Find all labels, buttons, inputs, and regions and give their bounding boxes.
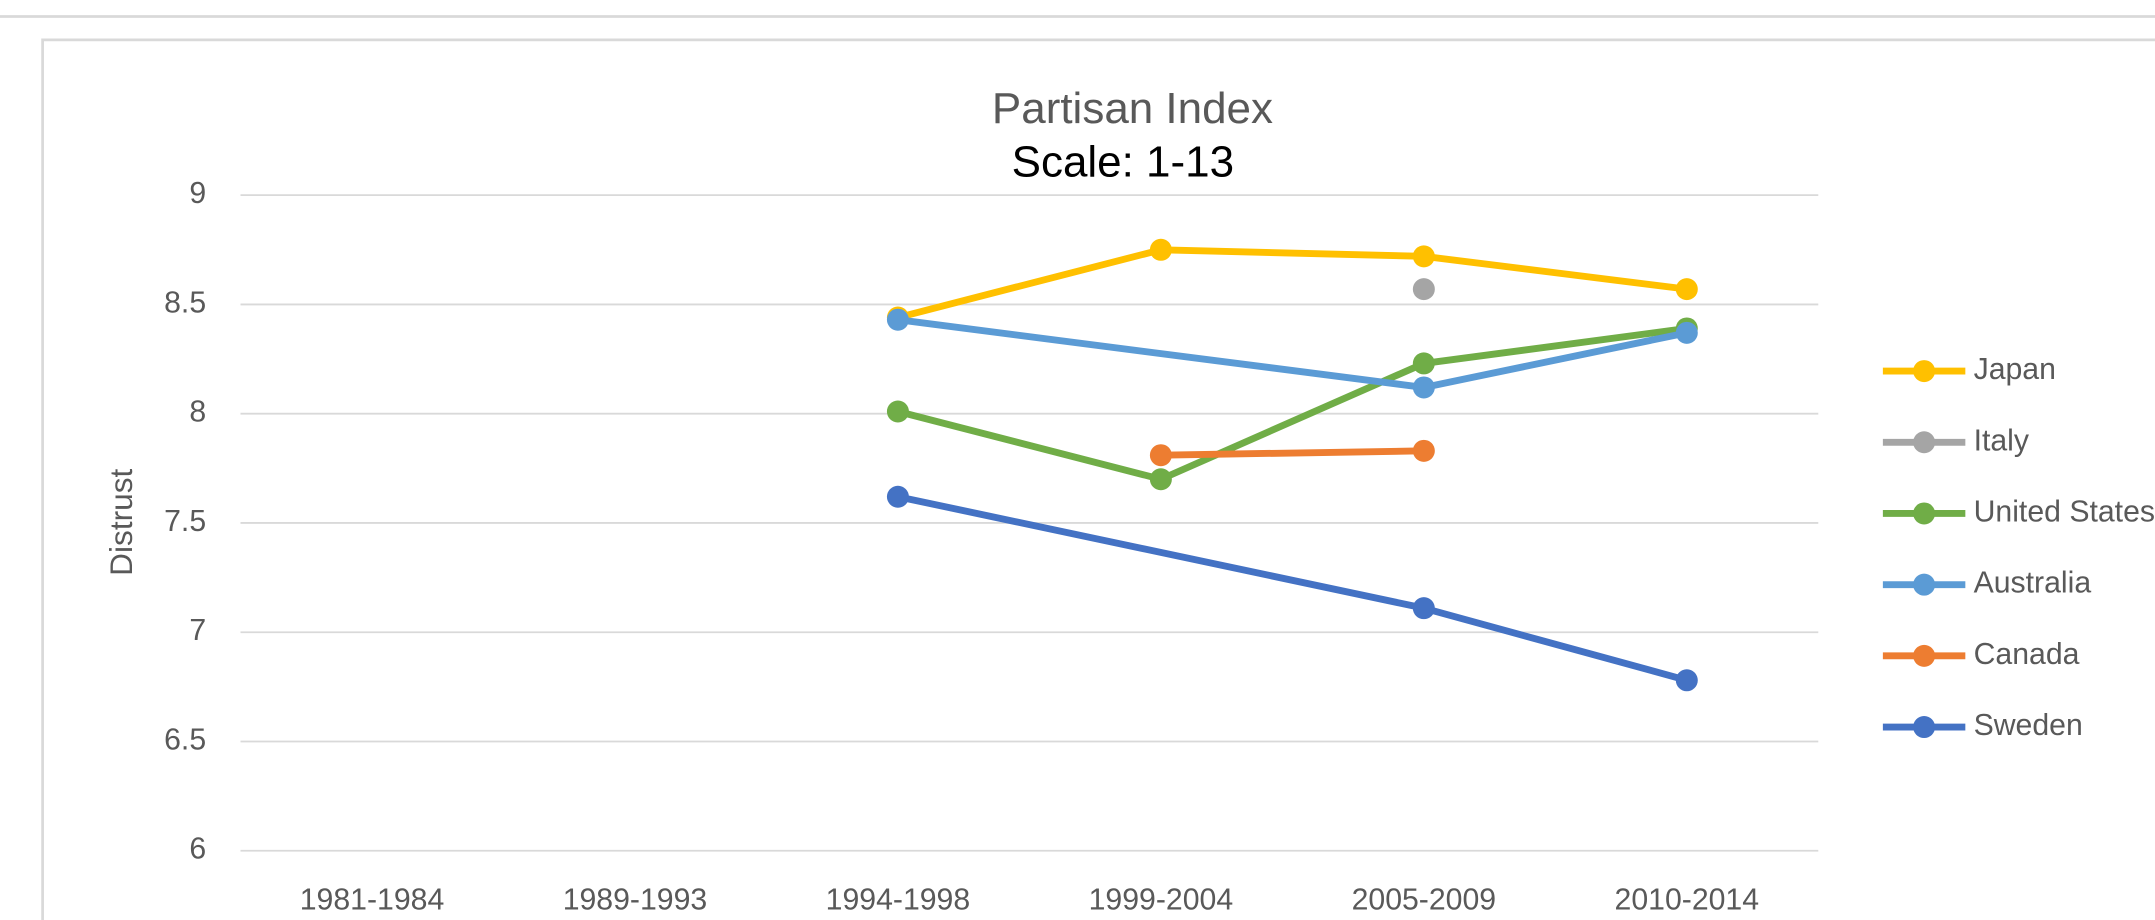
data-point [1675,321,1698,344]
legend-label: Japan [1974,353,2056,386]
data-point [886,308,909,331]
x-tick-label: 2010-2014 [1615,884,1760,917]
legend-marker [1913,431,1936,454]
x-tick-label: 2005-2009 [1352,884,1497,917]
data-point [1412,376,1435,399]
legend-label: Italy [1974,424,2030,457]
y-axis-label: Distrust [103,468,139,575]
legend-marker [1913,360,1936,383]
y-tick-label: 6 [189,833,206,866]
data-point [1149,238,1172,261]
data-point [886,400,909,423]
legend-marker [1913,502,1936,525]
x-tick-label: 1981-1984 [300,884,445,917]
data-point [1412,439,1435,462]
legend-marker [1913,644,1936,667]
legend-label: Canada [1974,638,2080,671]
y-tick-label: 8 [189,396,206,429]
series-line [894,246,1165,321]
upper-panel [0,0,2155,18]
data-point [1149,468,1172,491]
data-point [1675,669,1698,692]
y-tick-label: 9 [189,177,206,210]
series-line [1420,325,1691,367]
series-line [894,316,1428,391]
x-tick-label: 1994-1998 [826,884,971,917]
y-tick-label: 8.5 [164,286,206,319]
x-tick-label: 1999-2004 [1089,884,1234,917]
series-line [1420,252,1691,293]
chart-panel [41,38,2155,920]
chart-subtitle: Scale: 1-13 [1012,138,1234,187]
legend-label: Sweden [1974,709,2083,742]
legend-marker [1913,573,1936,596]
data-point [1412,245,1435,268]
legend-label: United States [1974,495,2155,528]
series-line [894,493,1428,612]
series-line [1157,447,1428,459]
series-line [1420,329,1691,391]
chart-title: Partisan Index [992,84,1273,133]
x-tick-label: 1989-1993 [563,884,708,917]
data-point [1149,444,1172,467]
data-point [1412,352,1435,375]
y-tick-label: 6.5 [164,723,206,756]
series-line [894,408,1165,483]
y-tick-label: 7 [189,614,206,647]
data-point [1412,597,1435,620]
data-point [1675,278,1698,301]
data-point [1412,278,1435,301]
data-point [886,485,909,508]
series-line [1157,246,1428,260]
legend-label: Australia [1974,567,2092,600]
y-tick-label: 7.5 [164,505,206,538]
legend-marker [1913,716,1936,739]
series-line [1420,604,1691,684]
